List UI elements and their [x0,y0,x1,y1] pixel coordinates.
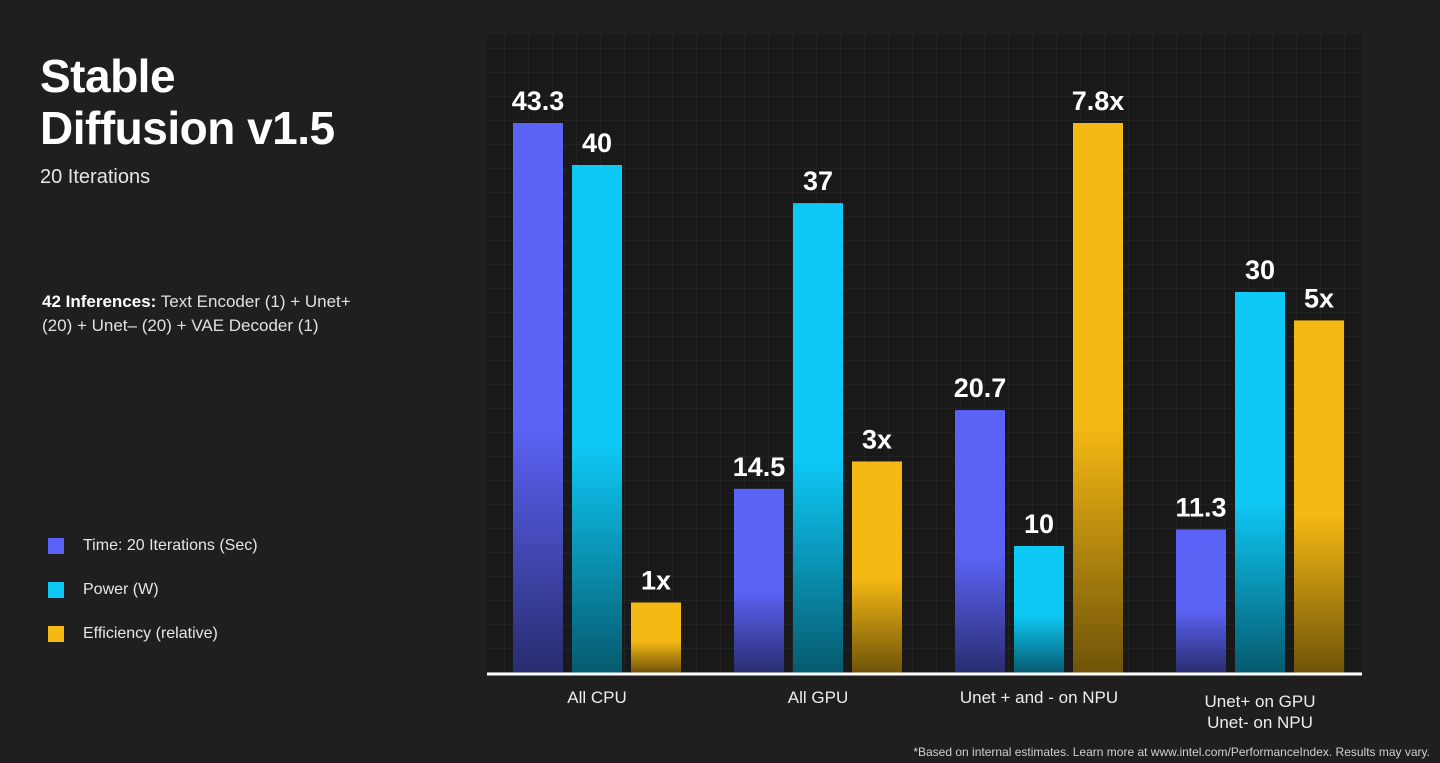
data-label-power-2: 10 [1024,509,1054,539]
data-label-time-2: 20.7 [954,373,1007,403]
title-line-2: Diffusion v1.5 [40,102,335,154]
data-label-time-1: 14.5 [733,452,786,482]
bar-shade-efficiency-2 [1073,123,1123,673]
bar-shade-time-3 [1176,529,1226,673]
subtitle: 20 Iterations [40,166,151,188]
data-label-power-1: 37 [803,166,833,196]
bar-shade-power-3 [1235,292,1285,673]
category-label-2-0: Unet + and - on NPU [960,688,1118,707]
page-title: Stable Diffusion v1.5 [40,50,335,154]
legend-swatch-efficiency [48,626,64,642]
legend-swatch-power [48,582,64,598]
footnote: *Based on internal estimates. Learn more… [913,745,1430,759]
bar-shade-power-0 [572,165,622,673]
data-label-power-0: 40 [582,128,612,158]
category-label-3-1: Unet- on NPU [1207,713,1313,732]
data-label-efficiency-1: 3x [862,424,892,454]
data-label-time-3: 11.3 [1175,492,1226,522]
bar-shade-time-0 [513,123,563,673]
legend-label-efficiency: Efficiency (relative) [83,625,218,642]
inferences-note: 42 Inferences: Text Encoder (1) + Unet+ … [42,290,382,338]
bar-shade-efficiency-1 [852,461,902,673]
bar-shade-power-1 [793,203,843,673]
category-label-1-0: All GPU [788,688,848,707]
data-label-time-0: 43.3 [512,86,565,116]
legend-item-time: Time: 20 Iterations (Sec) [48,524,258,568]
bar-shade-efficiency-3 [1294,320,1344,673]
legend: Time: 20 Iterations (Sec) Power (W) Effi… [48,524,258,656]
category-label-0-0: All CPU [567,688,627,707]
inferences-bold: 42 Inferences: [42,292,157,311]
legend-item-efficiency: Efficiency (relative) [48,612,258,656]
legend-item-power: Power (W) [48,568,258,612]
title-line-1: Stable [40,50,176,102]
legend-swatch-time [48,538,64,554]
data-label-efficiency-3: 5x [1304,283,1334,313]
data-label-efficiency-0: 1x [641,565,671,595]
bar-shade-time-1 [734,488,784,673]
legend-label-power: Power (W) [83,581,159,598]
data-label-efficiency-2: 7.8x [1072,86,1125,116]
bar-shade-time-2 [955,410,1005,673]
legend-label-time: Time: 20 Iterations (Sec) [83,537,258,554]
category-label-3-0: Unet+ on GPU [1204,692,1315,711]
inferences-text: Text Encoder (1) + Unet+ (20) + Unet– (2… [42,292,351,335]
bar-shade-power-2 [1014,546,1064,673]
data-label-power-3: 30 [1245,255,1275,285]
bar-shade-efficiency-0 [631,602,681,673]
